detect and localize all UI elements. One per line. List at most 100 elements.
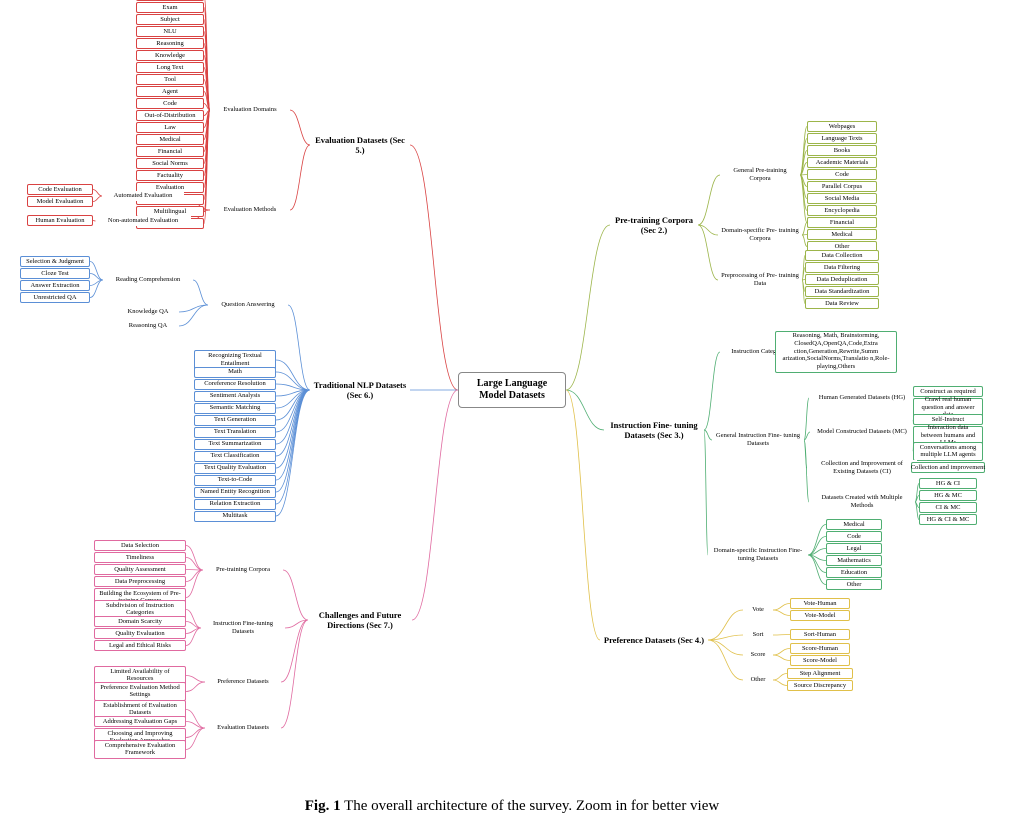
leaf-node: Knowledge [136, 50, 204, 61]
leaf-node: Relation Extraction [194, 499, 276, 510]
leaf-node: Data Filtering [805, 262, 879, 273]
leaf-node: Law [136, 122, 204, 133]
leaf-node: Out-of-Distribution [136, 110, 204, 121]
leaf-node: Model Evaluation [27, 196, 93, 207]
leaf-node: Tool [136, 74, 204, 85]
subsub-label: Reasoning QA [117, 321, 179, 331]
leaf-node: Agent [136, 86, 204, 97]
leaf-node: Parallel Corpus [807, 181, 877, 192]
subgroup-label: General Instruction Fine- tuning Dataset… [712, 431, 804, 449]
leaf-node: Math [194, 367, 276, 378]
leaf-node: Sentiment Analysis [194, 391, 276, 402]
leaf-node: Financial [136, 146, 204, 157]
leaf-node: Semantic Matching [194, 403, 276, 414]
subgroup-label: Evaluation Domains [210, 104, 290, 116]
leaf-node: Step Alignment [787, 668, 853, 679]
leaf-node: Financial [807, 217, 877, 228]
leaf-node: Medical [136, 134, 204, 145]
leaf-node: Mathematics [826, 555, 882, 566]
leaf-node: Code [136, 98, 204, 109]
leaf-node: Collection and improvement [911, 462, 985, 473]
leaf-node: Domain Scarcity [94, 616, 186, 627]
leaf-node: Legal and Ethical Risks [94, 640, 186, 651]
branch-pretrain: Pre-training Corpora (Sec 2.) [610, 208, 698, 242]
subsub-label: Knowledge QA [117, 307, 179, 317]
subsub-label: Reading Comprehension [103, 275, 193, 285]
subgroup-label: Vote [743, 604, 773, 616]
leaf-node: Code [826, 531, 882, 542]
leaf-node: Addressing Evaluation Gaps [94, 716, 186, 727]
subgroup-label: Preprocessing of Pre- training Data [718, 271, 802, 289]
leaf-node: Data Deduplication [805, 274, 879, 285]
leaf-node: Data Collection [805, 250, 879, 261]
leaf-node: HG & MC [919, 490, 977, 501]
subgroup-label: Pre-training Corpora [203, 564, 283, 576]
figure-caption-text: The overall architecture of the survey. … [344, 798, 719, 814]
subgroup-label: Evaluation Methods [210, 204, 290, 216]
leaf-node: Data Selection [94, 540, 186, 551]
leaf-node: Encyclopedia [807, 205, 877, 216]
leaf-node: Reasoning, Math, Brainstorming, ClosedQA… [775, 331, 897, 373]
leaf-node: Quality Assessment [94, 564, 186, 575]
branch-instruction: Instruction Fine- tuning Datasets (Sec 3… [604, 413, 704, 447]
subsub-label: Automated Evaluation [102, 191, 184, 201]
leaf-node: Text Translation [194, 427, 276, 438]
leaf-node: Medical [807, 229, 877, 240]
leaf-node: Unrestricted QA [20, 292, 90, 303]
leaf-node: Reasoning [136, 38, 204, 49]
leaf-node: CI & MC [919, 502, 977, 513]
leaf-node: Cloze Test [20, 268, 90, 279]
figure-caption: Fig. 1 The overall architecture of the s… [0, 798, 1024, 815]
leaf-node: NLU [136, 26, 204, 37]
leaf-node: Other [826, 579, 882, 590]
subsub-label: Collection and Improvement of Existing D… [807, 460, 917, 476]
leaf-node: Vote-Human [790, 598, 850, 609]
leaf-node: Comprehensive Evaluation Framework [94, 740, 186, 760]
mindmap-diagram: Large Language Model DatasetsEvaluation … [0, 0, 1024, 780]
leaf-node: Education [826, 567, 882, 578]
leaf-node: Conversations among multiple LLM agents [913, 442, 983, 462]
leaf-node: Language Texts [807, 133, 877, 144]
leaf-node: Text Generation [194, 415, 276, 426]
leaf-node: Books [807, 145, 877, 156]
subgroup-label: Domain-specific Instruction Fine-tuning … [708, 546, 808, 564]
branch-pref: Preference Datasets (Sec 4.) [600, 627, 708, 653]
leaf-node: Sort-Human [790, 629, 850, 640]
leaf-node: Named Entity Recognition [194, 487, 276, 498]
leaf-node: Social Norms [136, 158, 204, 169]
leaf-node: Timeliness [94, 552, 186, 563]
branch-nlp: Traditional NLP Datasets (Sec 6.) [310, 373, 410, 407]
leaf-node: Coreference Resolution [194, 379, 276, 390]
subgroup-label: Evaluation Datasets [205, 722, 281, 734]
leaf-node: Long Text [136, 62, 204, 73]
leaf-node: HG & CI & MC [919, 514, 977, 525]
leaf-node: Social Media [807, 193, 877, 204]
leaf-node: Text-to-Code [194, 475, 276, 486]
leaf-node: Data Standardization [805, 286, 879, 297]
subgroup-label: Preference Datasets [205, 676, 281, 688]
leaf-node: Webpages [807, 121, 877, 132]
leaf-node: Answer Extraction [20, 280, 90, 291]
leaf-node: Text Summarization [194, 439, 276, 450]
subsub-label: Datasets Created with Multiple Methods [809, 494, 915, 510]
leaf-node: Score-Model [790, 655, 850, 666]
subgroup-label: Other [743, 674, 773, 686]
leaf-node: Multitask [194, 511, 276, 522]
leaf-node: Medical [826, 519, 882, 530]
branch-challenges: Challenges and Future Directions (Sec 7.… [308, 603, 412, 637]
leaf-node: Academic Materials [807, 157, 877, 168]
leaf-node: Source Discrepancy [787, 680, 853, 691]
subsub-label: Human Generated Datasets (HG) [809, 393, 915, 403]
leaf-node: Legal [826, 543, 882, 554]
subgroup-label: Question Answering [208, 299, 288, 311]
leaf-node: Human Evaluation [27, 215, 93, 226]
subgroup-label: Sort [743, 629, 773, 641]
subgroup-label: Instruction Fine-tuning Datasets [201, 619, 285, 637]
leaf-node: Quality Evaluation [94, 628, 186, 639]
leaf-node: Data Review [805, 298, 879, 309]
leaf-node: Preference Evaluation Method Settings [94, 682, 186, 702]
subsub-label: Model Constructed Datasets (MC) [810, 424, 914, 440]
branch-eval: Evaluation Datasets (Sec 5.) [310, 132, 410, 158]
leaf-node: Vote-Model [790, 610, 850, 621]
leaf-node: Data Preprocessing [94, 576, 186, 587]
